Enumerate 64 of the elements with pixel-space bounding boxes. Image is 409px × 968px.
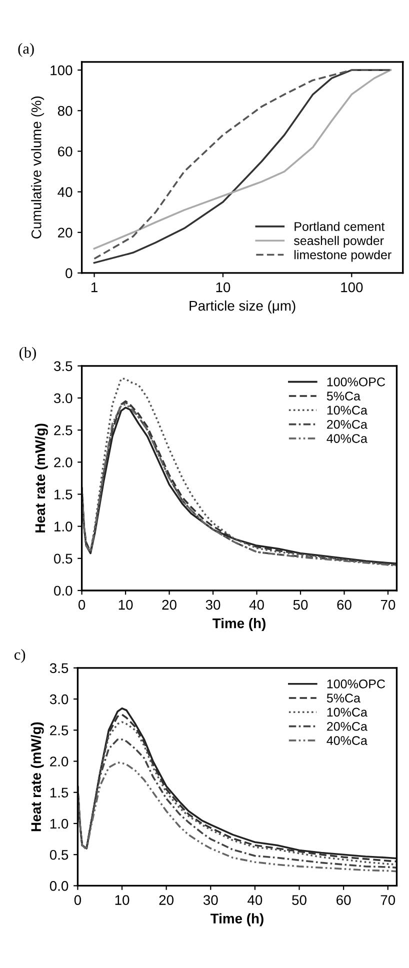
y-tick-label: 100 (50, 65, 72, 76)
legend-label: 5%Ca (326, 694, 360, 703)
legend-label: 10%Ca (327, 406, 368, 415)
x-tick-label: 1 (91, 282, 98, 292)
x-tick-label: 0 (74, 895, 82, 905)
legend-label: 100%OPC (327, 377, 386, 386)
y-tick-label: 60 (58, 146, 72, 156)
x-tick-label: 100 (341, 282, 363, 292)
y-tick-label: 0.5 (50, 850, 68, 860)
y-tick-label: 40 (58, 187, 72, 197)
y-tick-label: 0.0 (54, 586, 72, 596)
x-tick-label: 70 (380, 895, 396, 905)
x-tick-label: 10 (115, 895, 130, 905)
y-tick-label: 20 (58, 228, 72, 238)
chart-title: (a) (18, 43, 34, 57)
x-tick-label: 10 (118, 600, 133, 610)
y-tick-label: 3.0 (54, 393, 72, 404)
y-tick-label: 2.5 (54, 425, 72, 436)
x-tick-label: 40 (248, 895, 262, 905)
y-tick-label: 3.5 (54, 361, 72, 372)
y-tick-label: 1.5 (50, 788, 68, 798)
y-tick-label: 80 (58, 106, 72, 116)
legend-label: 20%Ca (327, 420, 368, 429)
y-tick-label: 0 (66, 268, 72, 278)
y-axis-title: Heat rate (mW/g) (30, 722, 44, 832)
x-tick-label: 70 (380, 600, 396, 610)
legend-label: 10%Ca (327, 708, 368, 717)
y-tick-label: 2.5 (50, 725, 68, 736)
y-tick-label: 1.0 (54, 522, 72, 532)
legend-label: 100%OPC (327, 680, 386, 688)
x-tick-label: 40 (249, 600, 264, 610)
x-tick-label: 10 (216, 282, 230, 292)
x-tick-label: 50 (293, 600, 308, 610)
line-series (78, 762, 397, 872)
y-axis-title: Heat rate (mW/g) (34, 424, 48, 532)
x-axis-title: Time (h) (212, 618, 266, 631)
x-tick-label: 50 (292, 895, 306, 905)
y-axis-title: Cumulative volume (%) (31, 96, 44, 239)
x-tick-label: 60 (337, 600, 352, 610)
legend-label: 20%Ca (327, 722, 368, 731)
y-tick-label: 3.5 (50, 663, 68, 674)
x-tick-label: 0 (78, 600, 86, 610)
x-tick-label: 20 (162, 600, 176, 610)
legend-label: seashell powder (294, 236, 384, 248)
x-axis-title: Particle size (μm) (190, 300, 296, 314)
chart-title: c) (14, 648, 26, 663)
legend-label: 40%Ca (326, 434, 368, 443)
chart-title: (b) (19, 346, 36, 361)
x-tick-label: 20 (159, 895, 174, 905)
y-tick-label: 0.5 (54, 554, 72, 564)
y-tick-label: 0.0 (50, 881, 68, 891)
y-tick-label: 1.5 (54, 490, 72, 500)
legend-label: 5%Ca (326, 392, 360, 400)
y-tick-label: 2.0 (50, 756, 68, 766)
x-tick-label: 30 (203, 895, 218, 905)
y-tick-label: 3.0 (50, 694, 68, 704)
x-axis-title: Time (h) (210, 913, 264, 926)
x-tick-label: 60 (336, 895, 351, 905)
legend-label: limestone powder (294, 250, 392, 262)
legend-label: Portland cement (294, 222, 385, 231)
legend-label: 40%Ca (326, 736, 368, 745)
y-tick-label: 1.0 (50, 818, 68, 829)
y-tick-label: 2.0 (54, 457, 72, 468)
x-tick-label: 30 (206, 600, 220, 610)
